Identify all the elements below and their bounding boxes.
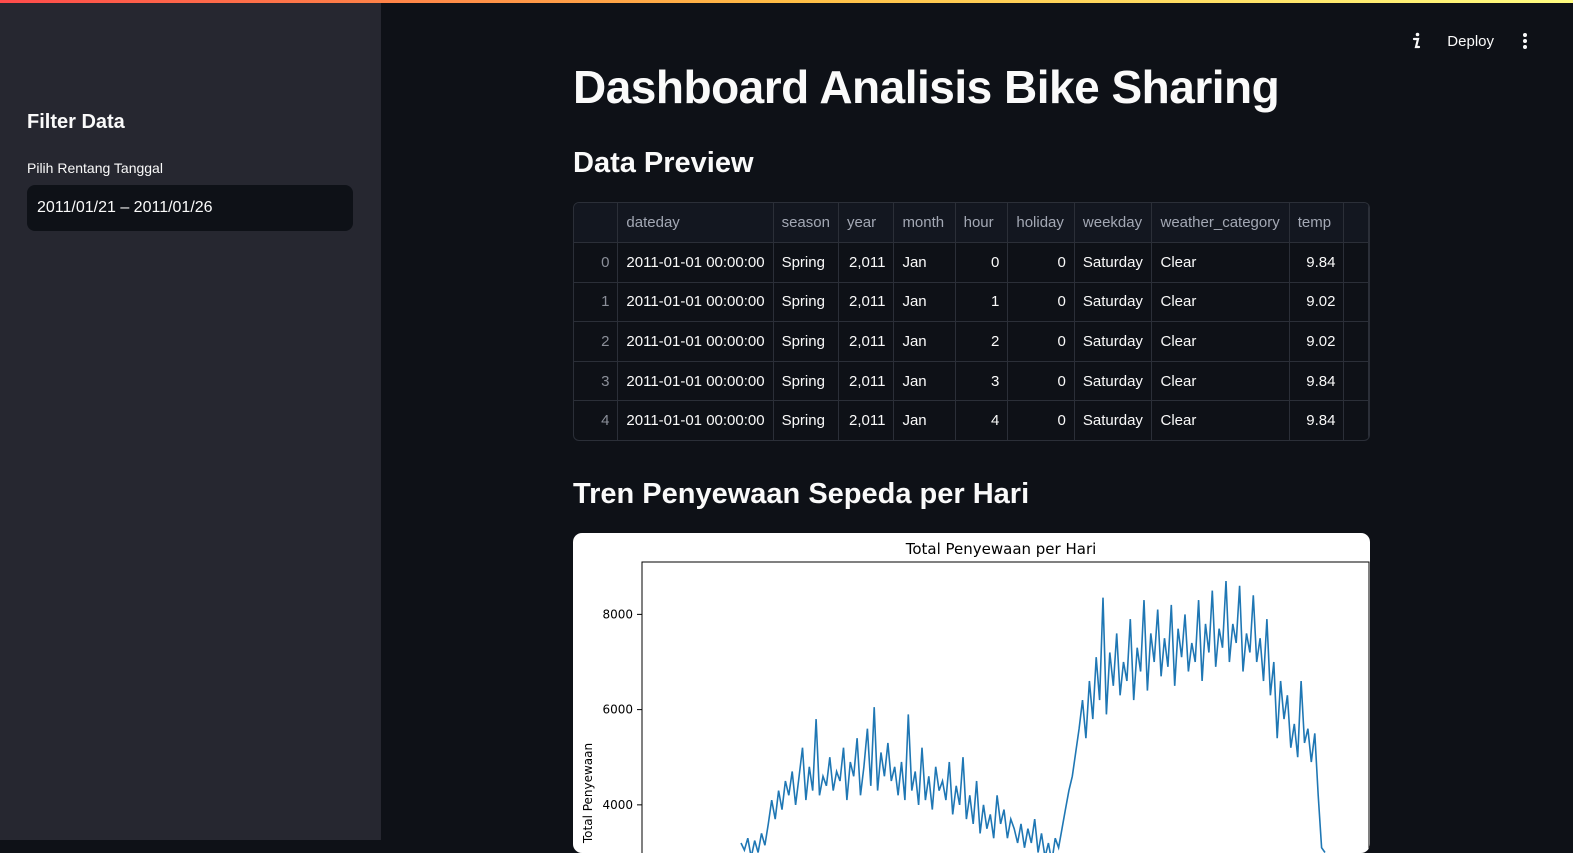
series-line	[740, 580, 1326, 853]
table-cell[interactable]: Spring	[773, 361, 839, 402]
date-range-label: Pilih Rentang Tanggal	[27, 160, 163, 176]
column-header[interactable]: weather_category	[1151, 203, 1290, 244]
date-range-input[interactable]: 2011/01/21 – 2011/01/26	[27, 185, 353, 231]
table-cell[interactable]: 2,011	[838, 361, 895, 402]
table-cell[interactable]: 2,011	[838, 242, 895, 283]
table-cell[interactable]: Spring	[773, 242, 839, 283]
table-cell[interactable]: 2011-01-01 00:00:00	[617, 361, 774, 402]
table-cell-overflow	[1343, 242, 1369, 283]
row-index[interactable]: 1	[574, 282, 619, 323]
table-cell[interactable]: Spring	[773, 400, 839, 440]
data-preview-table[interactable]: dateday season year month hour holiday w…	[573, 202, 1370, 441]
table-cell[interactable]: 3	[955, 361, 1009, 402]
table-cell[interactable]: 2,011	[838, 282, 895, 323]
table-cell[interactable]: Jan	[893, 361, 956, 402]
table-row[interactable]: 0 2011-01-01 00:00:00 Spring 2,011 Jan 0 0 Satu…	[574, 242, 1369, 283]
table-cell-overflow	[1343, 361, 1369, 402]
table-cell[interactable]: Clear	[1151, 282, 1290, 323]
y-axis-label: Total Penyewaan	[581, 743, 595, 844]
sidebar-heading: Filter Data	[27, 111, 125, 133]
column-header[interactable]: year	[838, 203, 895, 244]
chart-title: Total Penyewaan per Hari	[905, 540, 1097, 558]
table-cell[interactable]: 2011-01-01 00:00:00	[617, 282, 774, 323]
app-toolbar: Deploy	[1401, 26, 1573, 56]
table-cell[interactable]: Saturday	[1074, 242, 1153, 283]
y-tick-label: 8000	[602, 607, 633, 621]
column-header[interactable]: weekday	[1074, 203, 1153, 244]
table-cell[interactable]: 9.84	[1289, 242, 1345, 283]
info-icon[interactable]	[1401, 26, 1431, 56]
table-cell[interactable]: Jan	[893, 321, 956, 362]
table-cell[interactable]: 2011-01-01 00:00:00	[617, 321, 774, 362]
column-header[interactable]: temp	[1289, 203, 1345, 244]
kebab-menu-icon[interactable]	[1510, 26, 1540, 56]
table-cell[interactable]: 0	[1007, 242, 1075, 283]
table-cell[interactable]: Saturday	[1074, 361, 1153, 402]
chart-svg: Total Penyewaan per Hari 4000 6000 8000 To…	[581, 540, 1370, 853]
table-cell[interactable]: Clear	[1151, 400, 1290, 440]
table-cell[interactable]: 9.84	[1289, 361, 1345, 402]
table-cell[interactable]: Clear	[1151, 361, 1290, 402]
table-cell-overflow	[1343, 321, 1369, 362]
table-cell[interactable]: 1	[955, 282, 1009, 323]
y-tick-label: 4000	[602, 798, 633, 812]
table-cell[interactable]: 2011-01-01 00:00:00	[617, 242, 774, 283]
row-index[interactable]: 4	[574, 400, 619, 440]
row-index[interactable]: 0	[574, 242, 619, 283]
table-cell-overflow	[1343, 400, 1369, 440]
plot-frame	[641, 561, 1370, 853]
table-cell[interactable]: 0	[1007, 282, 1075, 323]
table-cell[interactable]: 2,011	[838, 321, 895, 362]
column-header-overflow	[1343, 203, 1369, 244]
table-cell[interactable]: Spring	[773, 282, 839, 323]
column-header[interactable]: holiday	[1007, 203, 1075, 244]
data-preview-heading: Data Preview	[573, 147, 754, 179]
table-cell[interactable]: Clear	[1151, 242, 1290, 283]
column-header[interactable]: month	[893, 203, 956, 244]
table-cell[interactable]: Clear	[1151, 321, 1290, 362]
daily-rentals-chart: Total Penyewaan per Hari 4000 6000 8000 To…	[573, 533, 1370, 853]
table-cell[interactable]: 2011-01-01 00:00:00	[617, 400, 774, 440]
table-cell[interactable]: 9.84	[1289, 400, 1345, 440]
table-row[interactable]: 1 2011-01-01 00:00:00 Spring 2,011 Jan 1 0 Satu…	[574, 282, 1369, 323]
table-cell[interactable]: 4	[955, 400, 1009, 440]
table-cell[interactable]: Jan	[893, 400, 956, 440]
table-cell[interactable]: Jan	[893, 282, 956, 323]
row-index[interactable]: 3	[574, 361, 619, 402]
table-row[interactable]: 3 2011-01-01 00:00:00 Spring 2,011 Jan 3 0 Satu…	[574, 361, 1369, 402]
table-cell[interactable]: 0	[1007, 400, 1075, 440]
deploy-button[interactable]: Deploy	[1447, 32, 1494, 50]
table-cell[interactable]: 0	[955, 242, 1009, 283]
top-accent-bar	[0, 0, 1573, 3]
y-tick-label: 6000	[602, 703, 633, 717]
table-cell[interactable]: Saturday	[1074, 400, 1153, 440]
table-cell[interactable]: Saturday	[1074, 282, 1153, 323]
table-cell[interactable]: Spring	[773, 321, 839, 362]
column-header[interactable]: dateday	[617, 203, 774, 244]
sidebar: Filter Data Pilih Rentang Tanggal 2011/0…	[0, 3, 381, 840]
row-index[interactable]: 2	[574, 321, 619, 362]
table-cell[interactable]: 0	[1007, 321, 1075, 362]
column-header[interactable]: hour	[955, 203, 1009, 244]
table-cell[interactable]: 2,011	[838, 400, 895, 440]
table-row[interactable]: 4 2011-01-01 00:00:00 Spring 2,011 Jan 4 0 Satu…	[574, 400, 1369, 440]
table-cell-overflow	[1343, 282, 1369, 323]
table-cell[interactable]: Saturday	[1074, 321, 1153, 362]
table-cell[interactable]: 9.02	[1289, 282, 1345, 323]
page-title: Dashboard Analisis Bike Sharing	[573, 61, 1280, 113]
table-cell[interactable]: 9.02	[1289, 321, 1345, 362]
table-cell[interactable]: Jan	[893, 242, 956, 283]
table-row[interactable]: 2 2011-01-01 00:00:00 Spring 2,011 Jan 2 0 Satu…	[574, 321, 1369, 362]
table-cell[interactable]: 0	[1007, 361, 1075, 402]
column-header[interactable]	[574, 203, 619, 244]
table-header-row: dateday season year month hour holiday w…	[574, 203, 1369, 244]
table-cell[interactable]: 2	[955, 321, 1009, 362]
trend-heading: Tren Penyewaan Sepeda per Hari	[573, 478, 1030, 510]
column-header[interactable]: season	[773, 203, 839, 244]
